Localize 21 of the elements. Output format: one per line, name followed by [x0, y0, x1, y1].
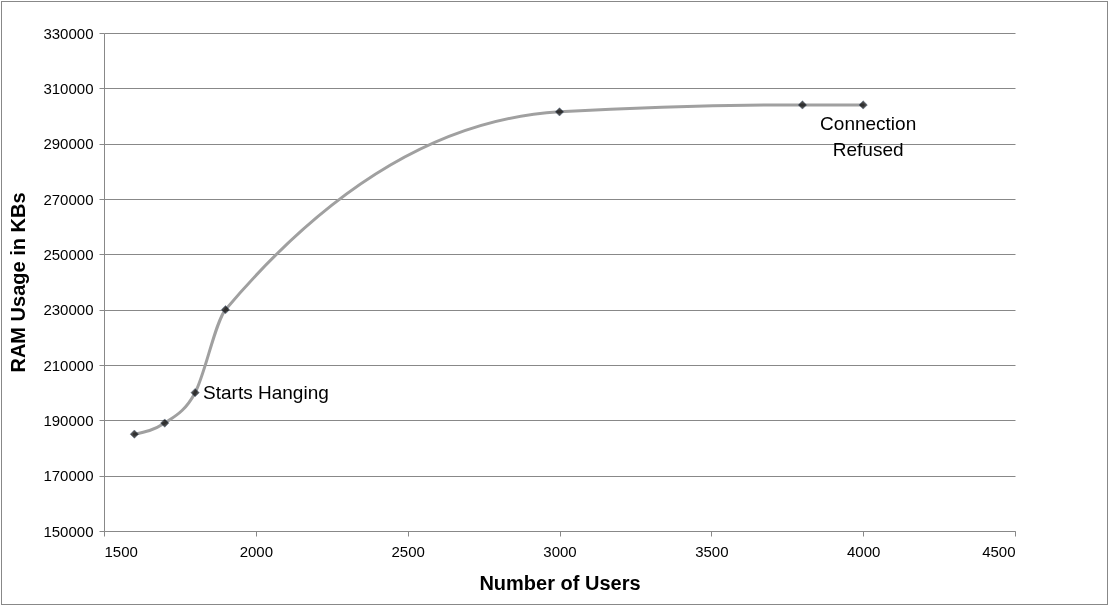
x-tick-label: 4500 [982, 542, 1016, 560]
y-tick-label: 230000 [43, 301, 94, 319]
y-tick-label: 270000 [43, 190, 94, 208]
y-tick-label: 190000 [43, 411, 94, 429]
x-tick-label: 3000 [543, 542, 577, 560]
annotation: Starts Hanging [203, 381, 329, 403]
x-axis-title: Number of Users [479, 571, 641, 594]
y-tick-label: 310000 [43, 79, 94, 97]
y-tick-label: 150000 [43, 522, 94, 540]
y-tick-label: 210000 [43, 356, 94, 374]
y-tick-label: 290000 [43, 135, 94, 153]
y-tick-label: 170000 [43, 467, 94, 485]
annotation: Connection Refused [820, 112, 917, 160]
x-tick-label: 4000 [846, 542, 881, 560]
x-tick-label: 2500 [391, 542, 425, 560]
y-tick-label: 330000 [43, 24, 94, 42]
x-tick-label: 2000 [239, 542, 274, 560]
y-axis-title: RAM Usage in KBs [7, 192, 30, 373]
x-tick-label: 1500 [104, 542, 138, 560]
x-tick-label: 3500 [695, 542, 729, 560]
y-tick-label: 250000 [43, 245, 94, 263]
